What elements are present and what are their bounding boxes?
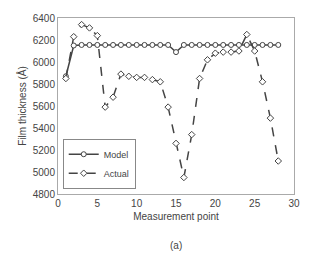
svg-text:Measurement point: Measurement point <box>133 211 219 222</box>
svg-text:5600: 5600 <box>33 101 56 112</box>
svg-text:15: 15 <box>170 198 182 209</box>
svg-text:6200: 6200 <box>33 35 56 46</box>
svg-text:5800: 5800 <box>33 79 56 90</box>
svg-text:5200: 5200 <box>33 145 56 156</box>
svg-text:0: 0 <box>55 198 61 209</box>
svg-text:(a): (a) <box>170 240 182 251</box>
svg-text:5400: 5400 <box>33 123 56 134</box>
svg-text:5: 5 <box>95 198 101 209</box>
svg-text:10: 10 <box>131 198 143 209</box>
svg-text:Film thickness (Å): Film thickness (Å) <box>16 66 28 145</box>
svg-text:6400: 6400 <box>33 13 56 24</box>
svg-text:20: 20 <box>210 198 222 209</box>
svg-text:6000: 6000 <box>33 57 56 68</box>
svg-text:Model: Model <box>104 150 129 160</box>
svg-text:4800: 4800 <box>33 189 56 200</box>
svg-text:Actual: Actual <box>104 169 129 179</box>
svg-text:30: 30 <box>288 198 300 209</box>
svg-text:5000: 5000 <box>33 167 56 178</box>
svg-text:25: 25 <box>249 198 261 209</box>
